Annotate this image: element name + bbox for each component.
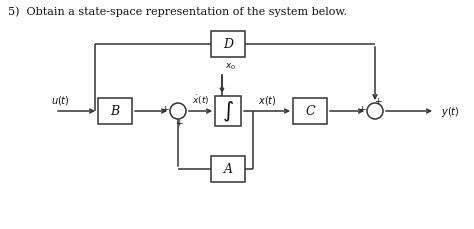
Bar	[98, 98, 132, 124]
Bar	[211, 32, 245, 58]
Text: $y(t)$: $y(t)$	[441, 105, 460, 118]
Circle shape	[170, 104, 186, 120]
Text: $x(t)$: $x(t)$	[258, 94, 276, 106]
Text: +: +	[358, 105, 366, 114]
Bar	[215, 97, 241, 126]
Text: $\int$: $\int$	[222, 100, 234, 123]
Text: C: C	[305, 105, 315, 118]
Bar	[293, 98, 327, 124]
Circle shape	[367, 104, 383, 120]
Text: 5)  Obtain a state-space representation of the system below.: 5) Obtain a state-space representation o…	[8, 6, 347, 16]
Text: $u(t)$: $u(t)$	[51, 94, 70, 106]
Text: +: +	[175, 119, 183, 128]
Text: +: +	[374, 96, 382, 105]
Bar	[211, 156, 245, 182]
Text: A: A	[224, 163, 233, 176]
Text: B: B	[110, 105, 119, 118]
Text: $x_0$: $x_0$	[225, 61, 236, 72]
Text: D: D	[223, 38, 233, 51]
Text: $\dot{x}(t)$: $\dot{x}(t)$	[192, 94, 209, 106]
Text: +: +	[161, 105, 169, 114]
